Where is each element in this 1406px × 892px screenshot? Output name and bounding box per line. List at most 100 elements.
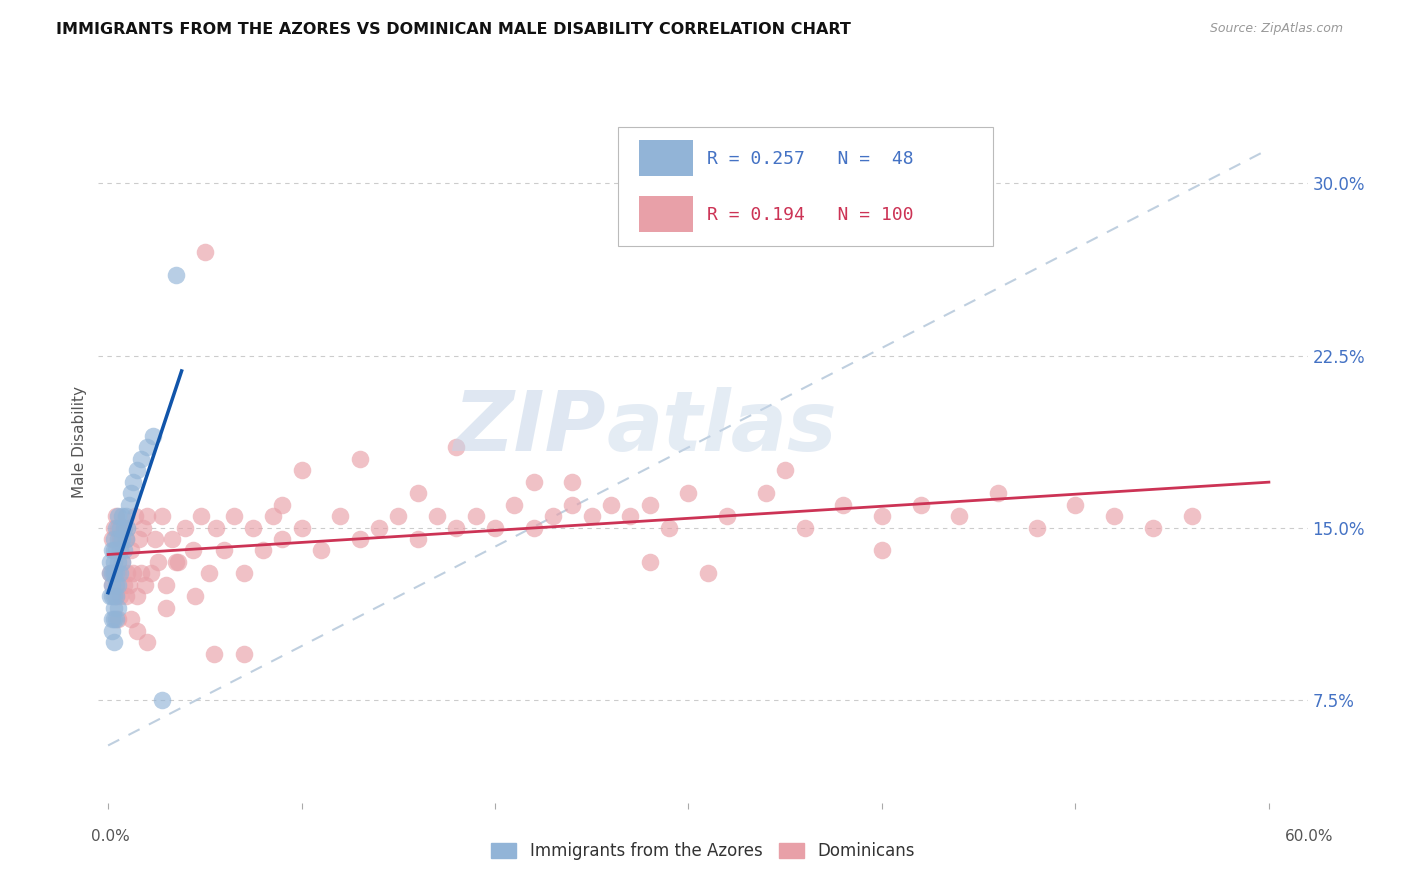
Point [184, 590, 207, 604]
Point [678, 486, 700, 500]
Text: atlas: atlas [606, 386, 837, 467]
Point [696, 566, 718, 581]
Point [101, 578, 124, 592]
Point [773, 463, 796, 477]
Point [111, 555, 134, 569]
Point [98, 566, 121, 581]
Point [148, 555, 170, 569]
Point [446, 440, 468, 454]
Point [870, 543, 893, 558]
Point [1025, 520, 1047, 534]
Point [107, 578, 129, 592]
Point [122, 475, 145, 489]
Point [127, 590, 149, 604]
Point [190, 509, 212, 524]
Point [755, 486, 778, 500]
Point [118, 498, 141, 512]
Point [406, 532, 429, 546]
Point [135, 635, 157, 649]
Point [387, 509, 409, 524]
Text: ZIP: ZIP [454, 386, 606, 467]
Point [103, 566, 125, 581]
Point [103, 635, 125, 649]
Point [104, 612, 127, 626]
Point [108, 590, 131, 604]
Point [103, 555, 125, 569]
Point [135, 509, 157, 524]
Point [117, 566, 139, 581]
Point [107, 600, 129, 615]
Point [114, 532, 136, 546]
Point [1142, 520, 1164, 534]
Point [222, 509, 245, 524]
Point [101, 566, 124, 581]
Point [104, 590, 127, 604]
Point [523, 520, 546, 534]
Point [103, 543, 125, 558]
Point [127, 624, 149, 638]
Point [101, 578, 124, 592]
Point [101, 590, 124, 604]
Point [98, 566, 121, 581]
Point [103, 532, 125, 546]
Text: R = 0.257   N =  48: R = 0.257 N = 48 [707, 150, 914, 168]
Point [155, 600, 177, 615]
Point [1102, 509, 1125, 524]
Point [111, 555, 134, 569]
Point [107, 555, 129, 569]
Point [107, 532, 129, 546]
Point [523, 475, 546, 489]
Point [204, 647, 226, 661]
Point [165, 555, 187, 569]
Point [104, 543, 127, 558]
Point [426, 509, 449, 524]
Point [104, 509, 127, 524]
Legend: Immigrants from the Azores, Dominicans: Immigrants from the Azores, Dominicans [485, 836, 921, 867]
Point [117, 520, 139, 534]
Point [104, 566, 127, 581]
Point [309, 543, 332, 558]
Text: 0.0%: 0.0% [91, 830, 131, 844]
Point [658, 520, 681, 534]
Point [142, 429, 165, 443]
Point [561, 498, 583, 512]
Point [541, 509, 564, 524]
Point [194, 245, 217, 260]
Point [112, 578, 135, 592]
Point [114, 509, 136, 524]
Point [104, 520, 127, 534]
Point [98, 590, 121, 604]
Point [600, 498, 623, 512]
Point [948, 509, 970, 524]
Point [103, 566, 125, 581]
Point [464, 509, 486, 524]
Point [111, 532, 134, 546]
Point [104, 578, 127, 592]
Point [103, 590, 125, 604]
Point [103, 600, 125, 615]
Point [129, 566, 152, 581]
Point [117, 520, 139, 534]
Point [101, 624, 124, 638]
Point [619, 509, 641, 524]
Point [1180, 509, 1202, 524]
Point [107, 612, 129, 626]
Point [910, 498, 932, 512]
Point [128, 532, 150, 546]
Bar [638, 140, 693, 176]
Point [103, 612, 125, 626]
Point [114, 532, 136, 546]
Point [271, 498, 294, 512]
Point [160, 532, 183, 546]
Point [638, 498, 661, 512]
Text: R = 0.194   N = 100: R = 0.194 N = 100 [707, 206, 914, 224]
Point [174, 520, 197, 534]
FancyBboxPatch shape [619, 128, 993, 246]
Point [120, 486, 142, 500]
Point [150, 692, 173, 706]
Point [290, 463, 312, 477]
Point [112, 543, 135, 558]
Point [252, 543, 274, 558]
Point [118, 578, 141, 592]
Point [139, 566, 162, 581]
